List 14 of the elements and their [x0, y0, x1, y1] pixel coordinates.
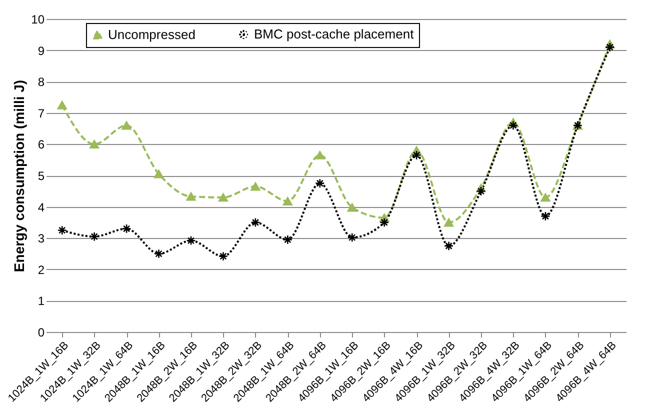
y-tick-label: 7 [38, 106, 45, 120]
y-tick-label: 2 [38, 262, 45, 277]
y-tick-label: 1 [38, 294, 45, 308]
y-axis-title: Energy consumption (milli J) [11, 80, 28, 272]
legend-label: Uncompressed [108, 26, 196, 42]
y-tick-label: 4 [38, 200, 45, 214]
y-tick-label: 8 [38, 75, 45, 90]
y-tick-label: 5 [38, 169, 45, 183]
y-tick-label: 9 [38, 44, 45, 58]
legend-label: BMC post-cache placement [254, 26, 414, 42]
y-tick-label: 0 [38, 326, 45, 340]
y-tick-label: 6 [38, 138, 45, 152]
y-tick-label: 10 [31, 12, 45, 26]
y-tick-label: 3 [38, 232, 45, 246]
